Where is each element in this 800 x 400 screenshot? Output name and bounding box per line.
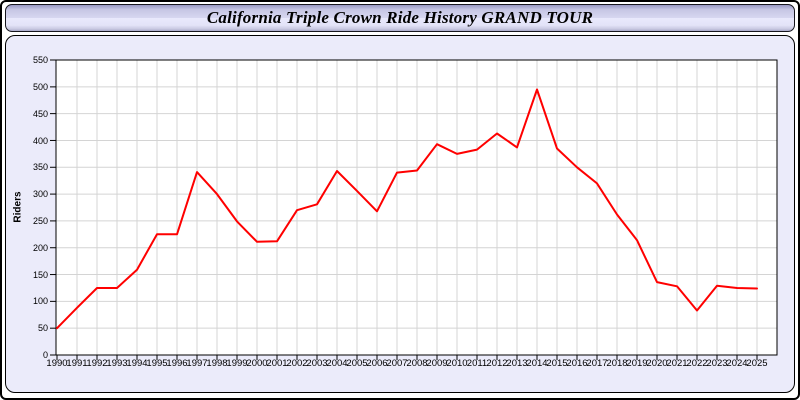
y-tick-label: 150 (32, 269, 48, 280)
x-tick-label: 2001 (266, 358, 288, 369)
x-tick-label: 2005 (346, 358, 368, 369)
x-tick-label: 1994 (126, 358, 148, 369)
x-tick-label: 2016 (566, 358, 588, 369)
x-tick-label: 2000 (246, 358, 268, 369)
x-tick-label: 2006 (366, 358, 388, 369)
chart-title: California Triple Crown Ride History GRA… (206, 8, 594, 27)
y-tick-label: 100 (32, 296, 48, 307)
x-tick-label: 1991 (66, 358, 88, 369)
y-tick-label: 500 (32, 81, 48, 92)
x-tick-label: 2002 (286, 358, 308, 369)
y-tick-label: 0 (42, 350, 48, 360)
x-tick-label: 2003 (306, 358, 328, 369)
x-tick-label: 2021 (666, 358, 688, 369)
x-tick-label: 2013 (506, 358, 528, 369)
x-tick-label: 1993 (106, 358, 128, 369)
y-tick-label: 400 (32, 135, 48, 146)
x-tick-label: 2022 (686, 358, 708, 369)
x-tick-label: 2008 (406, 358, 428, 369)
y-tick-label: 50 (37, 323, 48, 334)
x-tick-label: 2007 (386, 358, 408, 369)
x-tick-label: 1998 (206, 358, 228, 369)
x-tick-label: 2010 (446, 358, 468, 369)
x-tick-label: 2023 (706, 358, 728, 369)
x-tick-label: 2017 (586, 358, 608, 369)
x-tick-label: 2018 (606, 358, 628, 369)
y-tick-label: 300 (32, 189, 48, 200)
x-tick-label: 2020 (646, 358, 668, 369)
line-chart (50, 59, 778, 360)
x-tick-label: 2024 (726, 358, 748, 369)
x-tick-label: 2004 (326, 358, 348, 369)
y-tick-label: 200 (32, 242, 48, 253)
x-tick-label: 1990 (46, 358, 68, 369)
title-bar: California Triple Crown Ride History GRA… (5, 4, 795, 32)
x-tick-label: 1992 (86, 358, 108, 369)
chart-panel: Riders 0 50 100 150 200 250 300 350 400 450 500 550… (5, 35, 795, 393)
y-tick-label: 450 (32, 108, 48, 119)
x-tick-label: 1997 (186, 358, 208, 369)
y-tick-label: 350 (32, 162, 48, 173)
x-tick-label: 2011 (466, 358, 488, 369)
x-tick-label: 2019 (626, 358, 648, 369)
x-tick-label: 2012 (486, 358, 508, 369)
x-tick-label: 2025 (746, 358, 768, 369)
x-tick-label: 1999 (226, 358, 248, 369)
x-tick-label: 1996 (166, 358, 188, 369)
x-tick-label: 2009 (426, 358, 448, 369)
riders-line (56, 88, 758, 330)
y-tick-label: 550 (32, 55, 48, 65)
x-tick-label: 2015 (546, 358, 568, 369)
x-tick-label: 1995 (146, 358, 168, 369)
x-tick-label: 2014 (526, 358, 548, 369)
y-tick-label: 250 (32, 215, 48, 226)
